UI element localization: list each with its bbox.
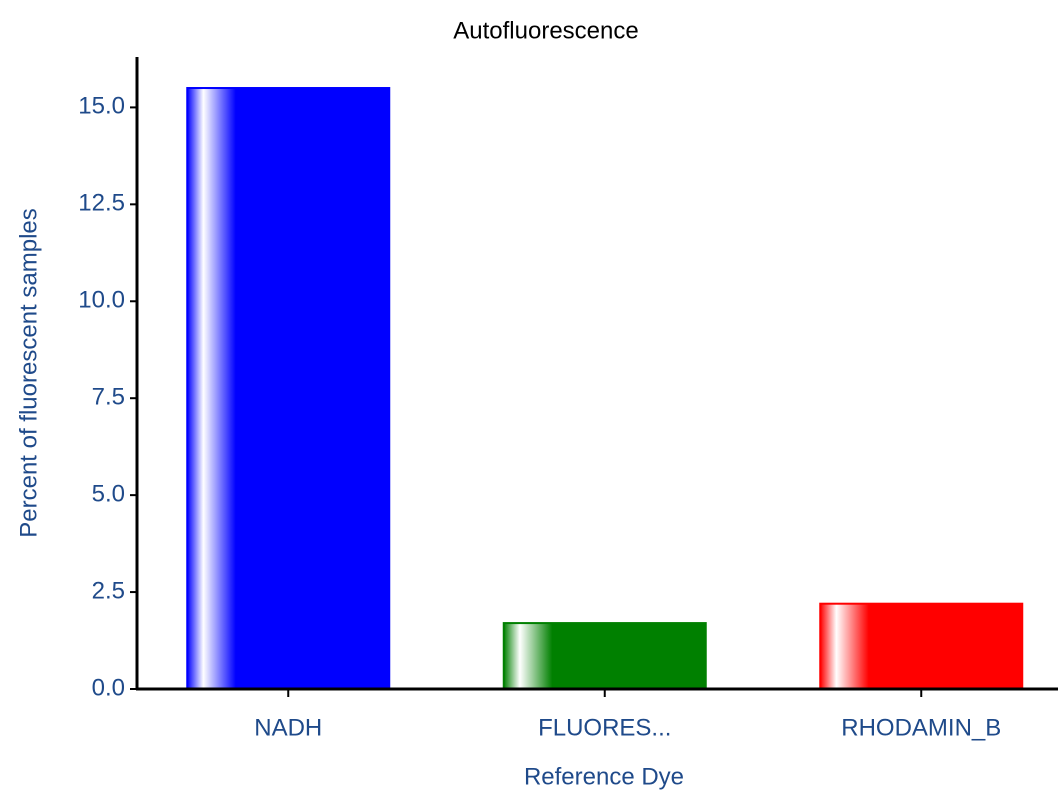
bar xyxy=(502,622,707,690)
bar xyxy=(819,602,1024,691)
x-axis-label: Reference Dye xyxy=(524,763,684,790)
x-tick-label: NADH xyxy=(254,714,322,741)
y-tick-label: 2.5 xyxy=(92,577,125,604)
y-axis-label: Percent of fluorescent samples xyxy=(15,208,42,538)
y-tick-label: 15.0 xyxy=(78,93,125,120)
bar xyxy=(186,87,391,690)
x-tick-label: RHODAMIN_B xyxy=(841,714,1001,741)
y-tick-label: 12.5 xyxy=(78,190,125,217)
chart-title: Autofluorescence xyxy=(453,17,638,44)
x-tick-label: FLUORES... xyxy=(538,714,671,741)
y-tick-label: 10.0 xyxy=(78,287,125,314)
y-tick-label: 7.5 xyxy=(92,384,125,411)
y-tick-label: 5.0 xyxy=(92,480,125,507)
y-tick-label: 0.0 xyxy=(92,674,125,701)
